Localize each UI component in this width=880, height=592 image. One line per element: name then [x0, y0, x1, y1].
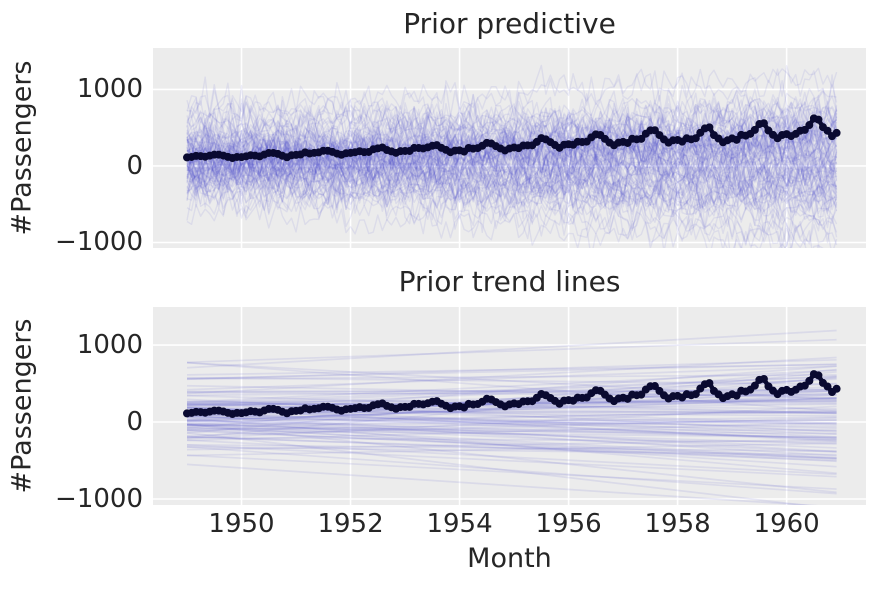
x-axis-label: Month: [467, 543, 552, 574]
x-tick-label: 1950: [208, 509, 275, 539]
prior-trend-lines-y-tick-label: −1000: [55, 483, 143, 514]
x-tick-label: 1956: [535, 509, 602, 539]
prior-predictive-plot-area: [153, 48, 866, 248]
prior-trend-lines-y-tick-label: 1000: [76, 330, 143, 361]
x-tick-label: 1958: [644, 509, 711, 539]
x-tick-label: 1952: [317, 509, 384, 539]
prior-trend-lines-title: Prior trend lines: [398, 265, 621, 298]
prior-predictive-y-tick-label: 0: [126, 150, 143, 181]
prior-trend-lines-plot-area: [153, 307, 866, 505]
prior-predictive-y-tick-label: −1000: [55, 227, 143, 258]
x-tick-label: 1960: [753, 509, 820, 539]
prior-predictive-y-tick-label: 1000: [76, 74, 143, 105]
prior-trend-lines-y-tick-label: 0: [126, 407, 143, 437]
prior-predictive-title: Prior predictive: [403, 7, 616, 40]
x-tick-label: 1954: [426, 509, 493, 539]
